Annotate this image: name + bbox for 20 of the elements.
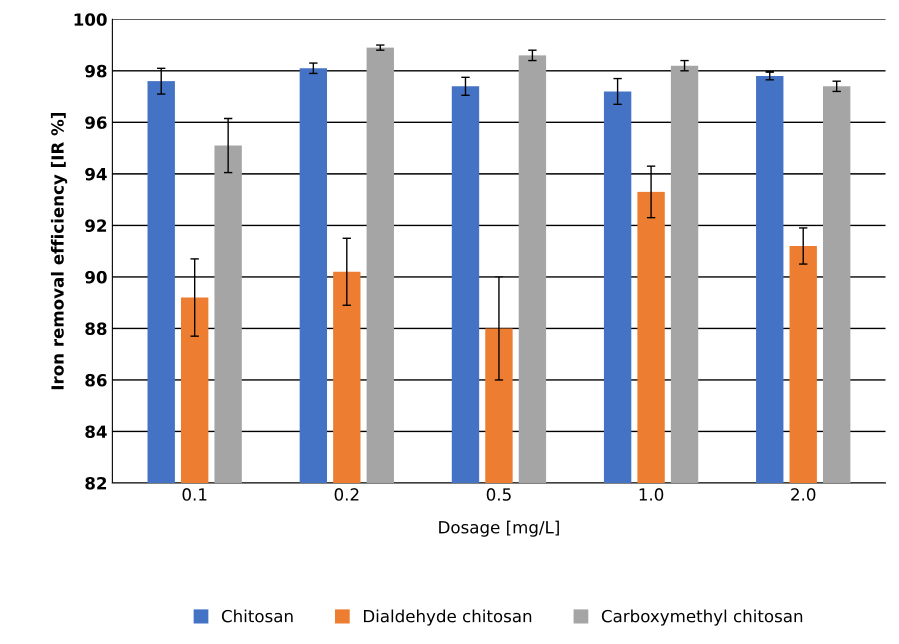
legend-label: Dialdehyde chitosan [364, 610, 532, 626]
legend-label: Carboxymethyl chitosan [602, 610, 802, 626]
x-tick-label: 0.5 [486, 488, 511, 501]
x-tick-label: 0.2 [334, 488, 358, 501]
x-axis-title: Dosage [mg/L] [439, 520, 559, 537]
y-tick-label: 88 [85, 322, 106, 336]
x-tick-label: 1.0 [640, 488, 664, 501]
legend-label: Chitosan [222, 610, 293, 622]
y-axis-title: Iron removal efficiency [IR %] [50, 113, 68, 390]
y-tick-label: 82 [85, 476, 106, 490]
x-tick-label: 0.1 [182, 488, 206, 501]
y-tick-label: 98 [85, 64, 106, 78]
y-tick-label: 94 [85, 168, 107, 180]
y-tick-label: 90 [85, 270, 107, 284]
y-tick-label: 100 [74, 13, 107, 26]
x-tick-label: 2.0 [791, 488, 816, 501]
y-tick-label: 86 [85, 374, 107, 387]
y-tick-label: 92 [85, 219, 106, 232]
y-tick-label: 84 [85, 425, 107, 438]
y-tick-label: 96 [85, 116, 107, 129]
